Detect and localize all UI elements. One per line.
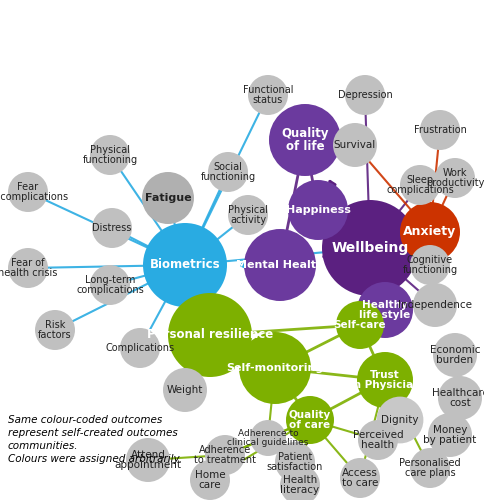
Circle shape — [344, 75, 384, 115]
Text: Cognitive
functioning: Cognitive functioning — [402, 254, 456, 276]
Circle shape — [239, 332, 310, 404]
Circle shape — [279, 465, 319, 500]
Circle shape — [8, 248, 48, 288]
Text: Self-care: Self-care — [333, 320, 386, 330]
Text: Survival: Survival — [333, 140, 376, 150]
Text: Healthcare
cost: Healthcare cost — [431, 388, 484, 408]
Text: Money
by patient: Money by patient — [423, 424, 476, 446]
Circle shape — [120, 328, 160, 368]
Text: Happiness: Happiness — [285, 205, 350, 215]
Circle shape — [321, 200, 417, 296]
Circle shape — [190, 460, 229, 500]
Circle shape — [205, 435, 244, 475]
Text: Depression: Depression — [337, 90, 392, 100]
Text: Attend
appointment: Attend appointment — [114, 450, 181, 470]
Text: Personal resilience: Personal resilience — [147, 328, 272, 342]
Text: Biometrics: Biometrics — [150, 258, 220, 272]
Circle shape — [412, 283, 456, 327]
Circle shape — [399, 202, 459, 262]
Text: Home
care: Home care — [194, 470, 225, 490]
Circle shape — [357, 420, 397, 460]
Circle shape — [35, 310, 75, 350]
Circle shape — [8, 172, 48, 212]
Text: Long-term
complications: Long-term complications — [76, 274, 144, 295]
Text: Quality
of care: Quality of care — [288, 410, 331, 430]
Circle shape — [335, 301, 383, 349]
Text: Colours were assigned arbitrarily.: Colours were assigned arbitrarily. — [8, 454, 182, 464]
Text: Fear of
health crisis: Fear of health crisis — [0, 258, 58, 278]
Text: Access
to care: Access to care — [341, 468, 378, 488]
Text: Physical
functioning: Physical functioning — [82, 144, 137, 166]
Text: Quality
of life: Quality of life — [281, 126, 328, 154]
Text: represent self-created outcomes: represent self-created outcomes — [8, 428, 177, 438]
Text: Physical
activity: Physical activity — [227, 204, 268, 226]
Text: Economic
burden: Economic burden — [429, 344, 479, 366]
Circle shape — [339, 458, 379, 498]
Circle shape — [409, 245, 449, 285]
Text: Fatigue: Fatigue — [144, 193, 191, 203]
Circle shape — [377, 398, 421, 442]
Circle shape — [163, 368, 207, 412]
Circle shape — [143, 223, 227, 307]
Text: Same colour-coded outcomes: Same colour-coded outcomes — [8, 415, 162, 425]
Text: Frustration: Frustration — [413, 125, 466, 135]
Text: Work
productivity: Work productivity — [425, 168, 483, 188]
Circle shape — [427, 413, 471, 457]
Text: Healthy
life style: Healthy life style — [359, 300, 410, 320]
Text: Self-monitoring: Self-monitoring — [226, 363, 323, 373]
Text: Risk
factors: Risk factors — [38, 320, 72, 340]
Text: communities.: communities. — [8, 441, 78, 451]
Text: Sleep
complications: Sleep complications — [385, 174, 453, 196]
Circle shape — [126, 438, 170, 482]
Circle shape — [287, 180, 348, 240]
Text: Adherence to
clinical guidelines: Adherence to clinical guidelines — [227, 428, 308, 448]
Text: Complications: Complications — [105, 343, 174, 353]
Circle shape — [409, 448, 449, 488]
Text: Weight: Weight — [166, 385, 203, 395]
Text: Social
functioning: Social functioning — [200, 162, 255, 182]
Text: Personalised
care plans: Personalised care plans — [398, 458, 460, 478]
Circle shape — [247, 75, 287, 115]
Text: Independence: Independence — [397, 300, 471, 310]
Circle shape — [208, 152, 247, 192]
Circle shape — [356, 352, 412, 408]
Circle shape — [333, 123, 376, 167]
Circle shape — [274, 442, 314, 482]
Text: Fear
of complications: Fear of complications — [0, 182, 68, 203]
Circle shape — [167, 293, 252, 377]
Text: Perceived
health: Perceived health — [352, 430, 403, 450]
Text: Trust
in Physician: Trust in Physician — [349, 370, 419, 390]
Circle shape — [356, 282, 412, 338]
Circle shape — [90, 135, 130, 175]
Circle shape — [142, 172, 194, 224]
Circle shape — [92, 208, 132, 248]
Circle shape — [432, 333, 476, 377]
Text: Adherence
to treatment: Adherence to treatment — [194, 444, 256, 466]
Text: Health
literacy: Health literacy — [280, 474, 319, 496]
Circle shape — [434, 158, 474, 198]
Circle shape — [249, 420, 286, 456]
Circle shape — [269, 104, 340, 176]
Text: Mental Health: Mental Health — [236, 260, 323, 270]
Text: Functional
status: Functional status — [242, 84, 293, 105]
Text: Dignity: Dignity — [380, 415, 418, 425]
Circle shape — [90, 265, 130, 305]
Circle shape — [227, 195, 268, 235]
Circle shape — [437, 376, 481, 420]
Text: Wellbeing: Wellbeing — [331, 241, 408, 255]
Text: Patient
satisfaction: Patient satisfaction — [266, 452, 322, 472]
Text: Distress: Distress — [92, 223, 132, 233]
Circle shape — [286, 396, 333, 444]
Circle shape — [399, 165, 439, 205]
Circle shape — [419, 110, 459, 150]
Circle shape — [243, 229, 316, 301]
Text: Anxiety: Anxiety — [403, 226, 455, 238]
